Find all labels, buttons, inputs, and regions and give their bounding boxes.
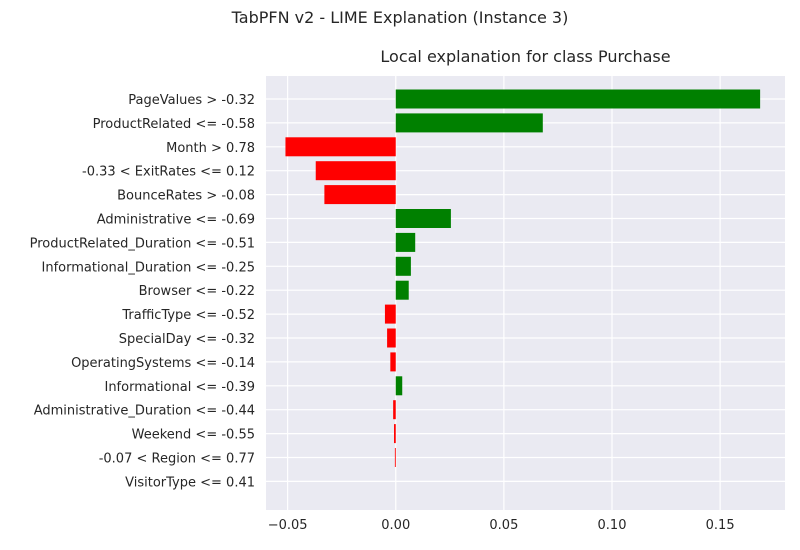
y-tick-label: Month > 0.78 — [166, 141, 255, 156]
bar-5 — [395, 209, 451, 228]
bar-14 — [394, 424, 396, 444]
x-tick-label: 0.15 — [706, 518, 735, 533]
y-tick-label: -0.07 < Region <= 0.77 — [99, 452, 255, 467]
x-tick-label: 0.05 — [489, 518, 518, 533]
bar-0 — [395, 89, 761, 109]
y-tick-label: VisitorType <= 0.41 — [125, 475, 255, 490]
y-tick-label: Administrative <= -0.69 — [97, 213, 255, 228]
bar-15 — [394, 448, 396, 467]
bar-9 — [384, 304, 396, 324]
bar-7 — [395, 256, 411, 276]
x-tick-label: −0.05 — [268, 518, 308, 533]
y-tick-label: Informational_Duration <= -0.25 — [42, 260, 255, 275]
y-tick-label: TrafficType <= -0.52 — [121, 308, 255, 323]
bar-4 — [324, 185, 396, 205]
x-tick-label: 0.10 — [598, 518, 627, 533]
chart-title: Local explanation for class Purchase — [380, 47, 670, 66]
y-tick-label: Weekend <= -0.55 — [132, 428, 255, 443]
y-tick-label: BounceRates > -0.08 — [117, 189, 255, 204]
bar-3 — [315, 161, 396, 181]
y-tick-label: -0.33 < ExitRates <= 0.12 — [82, 165, 255, 180]
bar-8 — [395, 280, 409, 300]
bar-13 — [393, 400, 396, 420]
x-tick-labels: −0.05 0.00 0.05 0.10 0.15 — [268, 518, 735, 533]
bar-6 — [395, 232, 416, 252]
y-tick-label: Informational <= -0.39 — [104, 380, 255, 395]
y-tick-label: PageValues > -0.32 — [128, 93, 255, 108]
y-tick-label: ProductRelated_Duration <= -0.51 — [30, 236, 255, 251]
bar-10 — [387, 328, 396, 348]
y-tick-label: Administrative_Duration <= -0.44 — [34, 404, 255, 419]
bar-2 — [285, 137, 396, 157]
bar-1 — [395, 113, 543, 133]
figure-suptitle: TabPFN v2 - LIME Explanation (Instance 3… — [231, 8, 569, 27]
y-tick-label: SpecialDay <= -0.32 — [119, 332, 255, 347]
bars-group — [285, 89, 761, 467]
y-tick-label: OperatingSystems <= -0.14 — [71, 356, 255, 371]
x-tick-label: 0.00 — [381, 518, 410, 533]
y-tick-label: Browser <= -0.22 — [139, 284, 255, 299]
bar-12 — [395, 376, 403, 396]
bar-11 — [390, 352, 396, 372]
y-tick-labels: PageValues > -0.32 ProductRelated <= -0.5… — [30, 93, 255, 490]
y-tick-label: ProductRelated <= -0.58 — [93, 117, 255, 132]
